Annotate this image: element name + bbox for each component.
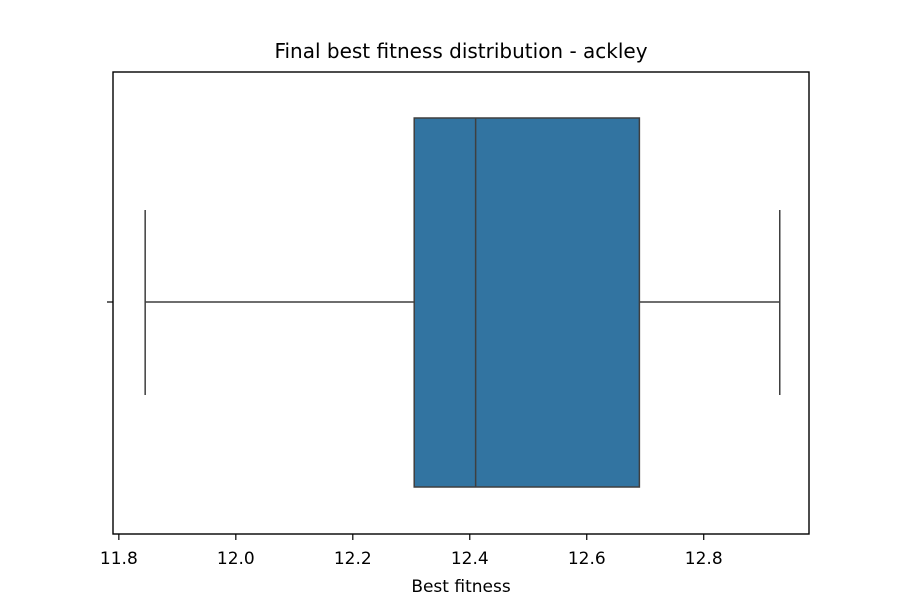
x-axis-ticks: 11.8 12.0 12.2 12.4 12.6 12.8 — [100, 301, 723, 569]
x-tick-label: 12.6 — [568, 549, 606, 569]
chart-title: Final best fitness distribution - ackley — [274, 39, 647, 63]
x-tick-label: 12.0 — [217, 549, 255, 569]
x-axis-label: Best fitness — [411, 577, 511, 597]
interquartile-box — [413, 117, 641, 488]
x-tick-label: 12.8 — [685, 549, 723, 569]
x-tick-label: 12.4 — [451, 549, 489, 569]
plot-area — [144, 117, 781, 488]
axes-frame — [112, 71, 810, 535]
x-tick-label: 12.2 — [334, 549, 372, 569]
x-tick-label: 11.8 — [100, 549, 138, 569]
